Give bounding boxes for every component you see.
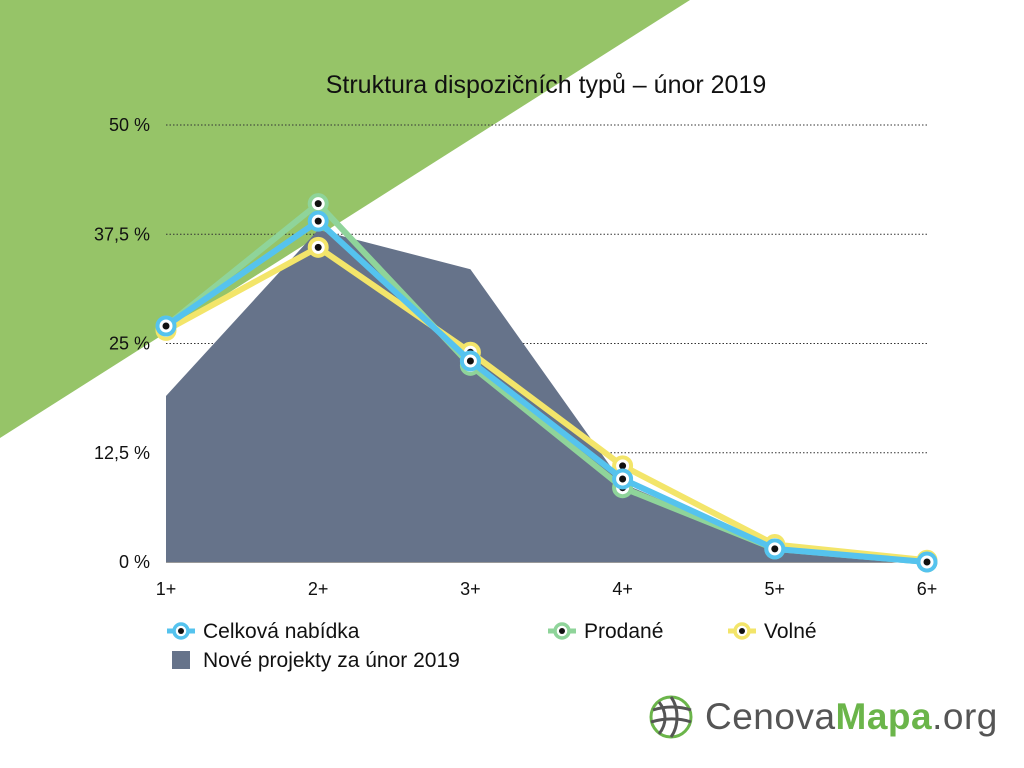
data-point-center: [466, 357, 474, 365]
x-tick-label: 3+: [460, 579, 481, 599]
data-point-center: [771, 545, 779, 553]
data-point-center: [619, 462, 627, 470]
x-tick-label: 6+: [917, 579, 938, 599]
data-point-center: [314, 200, 322, 208]
x-axis-ticks: 1+ 2+ 3+ 4+ 5+ 6+: [156, 579, 938, 599]
chart-title: Struktura dispozičních typů – únor 2019: [326, 71, 767, 99]
logo-text: CenovaMapa.org: [705, 696, 998, 738]
y-axis-ticks: 50 % 37,5 % 25 % 12,5 % 0 %: [94, 115, 150, 572]
logo-text-cenova: Cenova: [705, 696, 836, 737]
data-point-center: [314, 243, 322, 251]
chart-legend: Celková nabídka Prodané Volné Nové projekty…: [167, 620, 817, 672]
logo-text-mapa: Mapa: [835, 696, 933, 737]
legend-marker-center: [178, 628, 184, 634]
series-line: [163, 218, 930, 565]
legend-label: Prodané: [584, 620, 663, 643]
y-tick-label: 12,5 %: [94, 443, 150, 463]
data-point-center: [314, 217, 322, 225]
legend-swatch: [172, 651, 190, 669]
legend-marker-center: [739, 628, 745, 634]
series-celková-nabídka: [155, 210, 938, 573]
legend-label: Nové projekty za únor 2019: [203, 649, 460, 672]
x-tick-label: 5+: [765, 579, 786, 599]
area-series: [166, 229, 927, 562]
y-tick-label: 37,5 %: [94, 224, 150, 244]
data-point-center: [619, 475, 627, 483]
globe-grid-icon: [649, 695, 693, 739]
x-tick-label: 2+: [308, 579, 329, 599]
data-point-center: [923, 558, 931, 566]
data-point-center: [162, 322, 170, 330]
area-new-projects: [166, 229, 927, 562]
y-tick-label: 25 %: [109, 334, 150, 354]
x-tick-label: 4+: [612, 579, 633, 599]
line-series: [155, 193, 938, 573]
x-tick-label: 1+: [156, 579, 177, 599]
series-line: [163, 244, 930, 564]
y-tick-label: 0 %: [119, 552, 150, 572]
logo-text-org: .org: [932, 696, 998, 737]
legend-label: Celková nabídka: [203, 620, 360, 643]
legend-label: Volné: [764, 620, 817, 643]
cenovamapa-logo: CenovaMapa.org: [645, 688, 1015, 748]
legend-marker-center: [559, 628, 565, 634]
y-tick-label: 50 %: [109, 115, 150, 135]
